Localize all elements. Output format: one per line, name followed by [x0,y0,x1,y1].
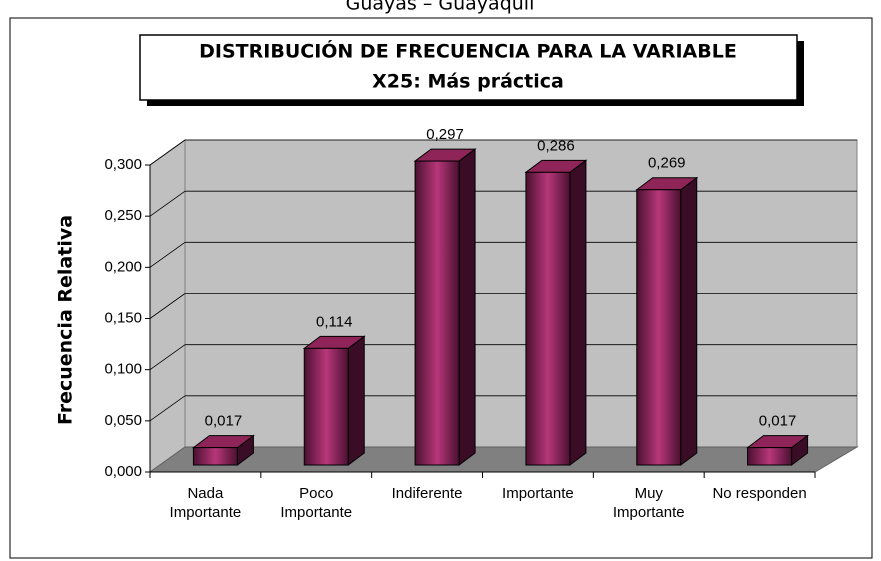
bar-side [569,159,587,466]
x-tick-label: Poco Importante [280,485,353,521]
x-tick-label: No responden [712,485,807,502]
data-label: 0,017 [205,413,243,430]
x-tick-label: Importante [502,485,574,502]
data-label: 0,017 [759,413,797,430]
bar [525,171,571,466]
x-tick-label: Muy Importante [612,485,685,521]
x-tick-label: Nada Importante [169,485,242,521]
y-tick-label: 0,300 [104,156,142,173]
chart-title: DISTRIBUCIÓN DE FRECUENCIA PARA LA VARIA… [199,39,737,63]
y-tick-label: 0,200 [104,258,142,275]
grid-line [149,190,186,217]
x-tick-label: Indiferente [391,485,463,502]
data-label: 0,297 [426,126,464,143]
grid-line [149,242,186,268]
grid-line [149,293,186,319]
chart-frame [9,17,873,559]
grid-line [149,139,186,166]
bar [192,447,238,466]
y-tick-label: 0,050 [104,412,142,429]
y-tick-label: 0,250 [104,207,142,224]
y-tick-label: 0,000 [104,463,142,480]
y-tick-label: 0,100 [104,361,142,378]
bar-side [680,176,698,466]
caption: Guayas – Guayaquil [346,0,535,15]
grid-line [149,395,186,422]
bar [303,347,349,466]
bar-side [347,335,365,466]
data-label: 0,286 [537,137,575,154]
title-box [139,34,798,101]
data-label: 0,114 [316,313,352,330]
bar [747,447,793,466]
grid-line [149,344,186,370]
y-axis-label: Frecuencia Relativa [55,215,77,425]
bar [414,160,460,466]
bar [636,189,682,466]
y-tick-label: 0,150 [104,309,142,326]
data-label: 0,269 [648,155,686,172]
chart-title: X25: Más práctica [372,71,564,93]
bar-side [458,148,476,466]
